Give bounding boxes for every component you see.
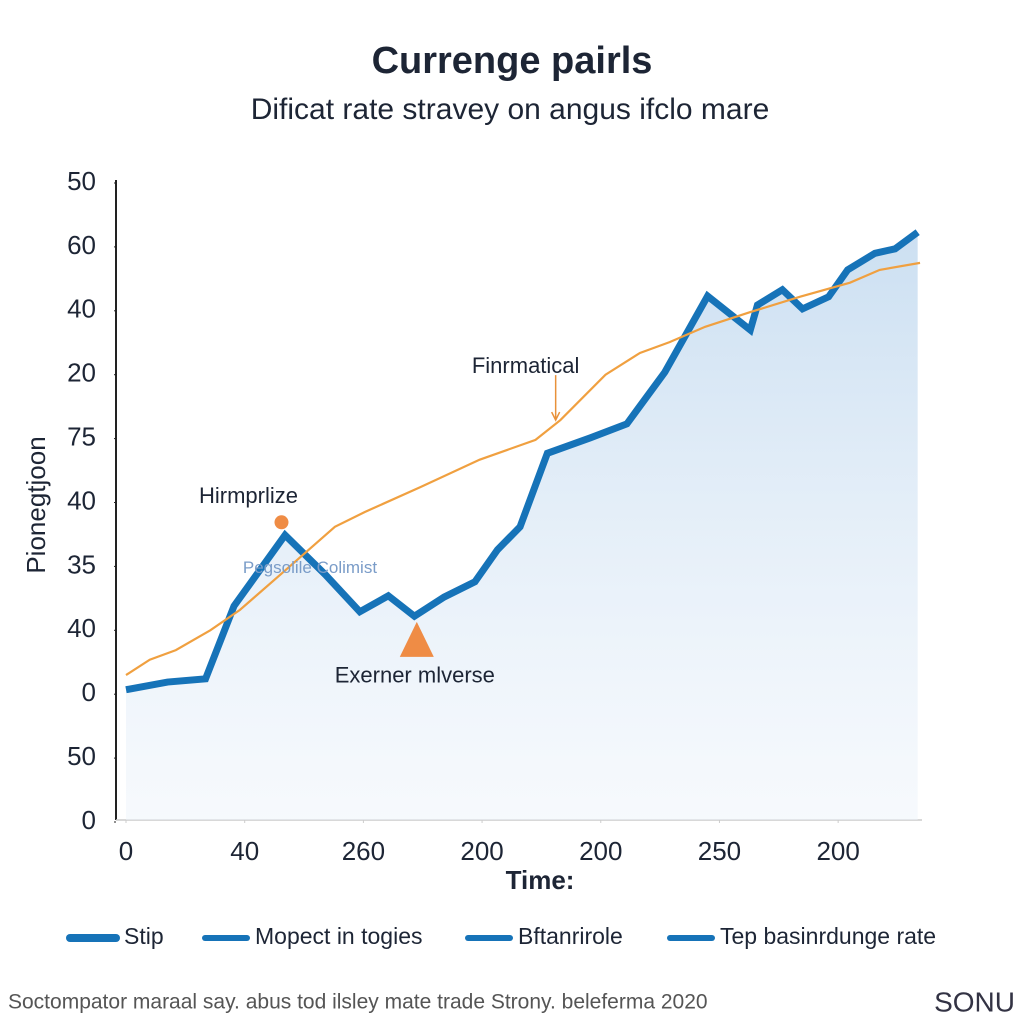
x-tick-label: 200 — [579, 836, 622, 866]
annotation-triangle — [399, 621, 434, 657]
y-tick-label: 35 — [67, 549, 96, 579]
y-tick-label: 50 — [67, 166, 96, 196]
annotation: Exerner mlverse — [335, 663, 495, 688]
legend-label: Stip — [124, 923, 164, 949]
annotation: Finrmatical — [472, 353, 580, 378]
annotation-arrow — [550, 375, 561, 422]
x-axis-label: Time: — [506, 865, 575, 895]
y-tick-label: 20 — [67, 358, 96, 388]
footer: Soctompator maraal say. abus tod ilsley … — [8, 991, 708, 1014]
y-tick-label: 40 — [67, 485, 96, 515]
x-tick-label: 40 — [230, 836, 259, 866]
x-tick-label: 200 — [816, 836, 859, 866]
annotation: Pegsolile Colimist — [243, 558, 377, 577]
x-tick-label: 250 — [698, 836, 741, 866]
y-tick-label: 50 — [67, 741, 96, 771]
chart-title: Currenge pairls — [372, 40, 653, 82]
line — [125, 229, 920, 694]
chart-subtitle: Dificat rate stravey on angus ifclo mare — [251, 93, 770, 126]
line — [125, 261, 921, 676]
y-tick-label: 0 — [82, 805, 96, 835]
x-tick-label: 200 — [460, 836, 503, 866]
annotation-dot — [274, 515, 289, 530]
y-axis-label: Pionegtjoon — [21, 436, 51, 573]
legend-label: Mopect in togies — [255, 923, 422, 949]
legend-label: Tep basinrdunge rate — [720, 923, 936, 949]
y-tick-label: 40 — [67, 613, 96, 643]
x-tick-label: 260 — [342, 836, 385, 866]
annotation: Hirmprlize — [199, 483, 298, 508]
legend-label: Bftanrirole — [518, 923, 623, 949]
y-tick-label: 75 — [67, 421, 96, 451]
y-tick-label: 0 — [82, 677, 96, 707]
y-tick-label: 60 — [67, 230, 96, 260]
y-tick-label: 40 — [67, 294, 96, 324]
x-tick-label: 0 — [119, 836, 133, 866]
logo: SONU — [934, 986, 1015, 1017]
